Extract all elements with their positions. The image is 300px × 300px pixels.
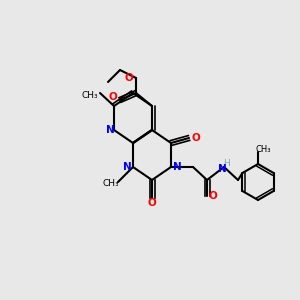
Text: N: N [106,125,114,135]
Text: O: O [192,133,200,143]
Text: CH₃: CH₃ [103,179,119,188]
Text: O: O [208,191,217,201]
Text: O: O [148,198,156,208]
Text: CH₃: CH₃ [255,145,271,154]
Text: H: H [223,160,230,169]
Text: N: N [123,162,131,172]
Text: N: N [218,164,226,174]
Text: CH₃: CH₃ [82,91,98,100]
Text: O: O [124,73,134,83]
Text: O: O [109,92,117,102]
Text: N: N [172,162,182,172]
